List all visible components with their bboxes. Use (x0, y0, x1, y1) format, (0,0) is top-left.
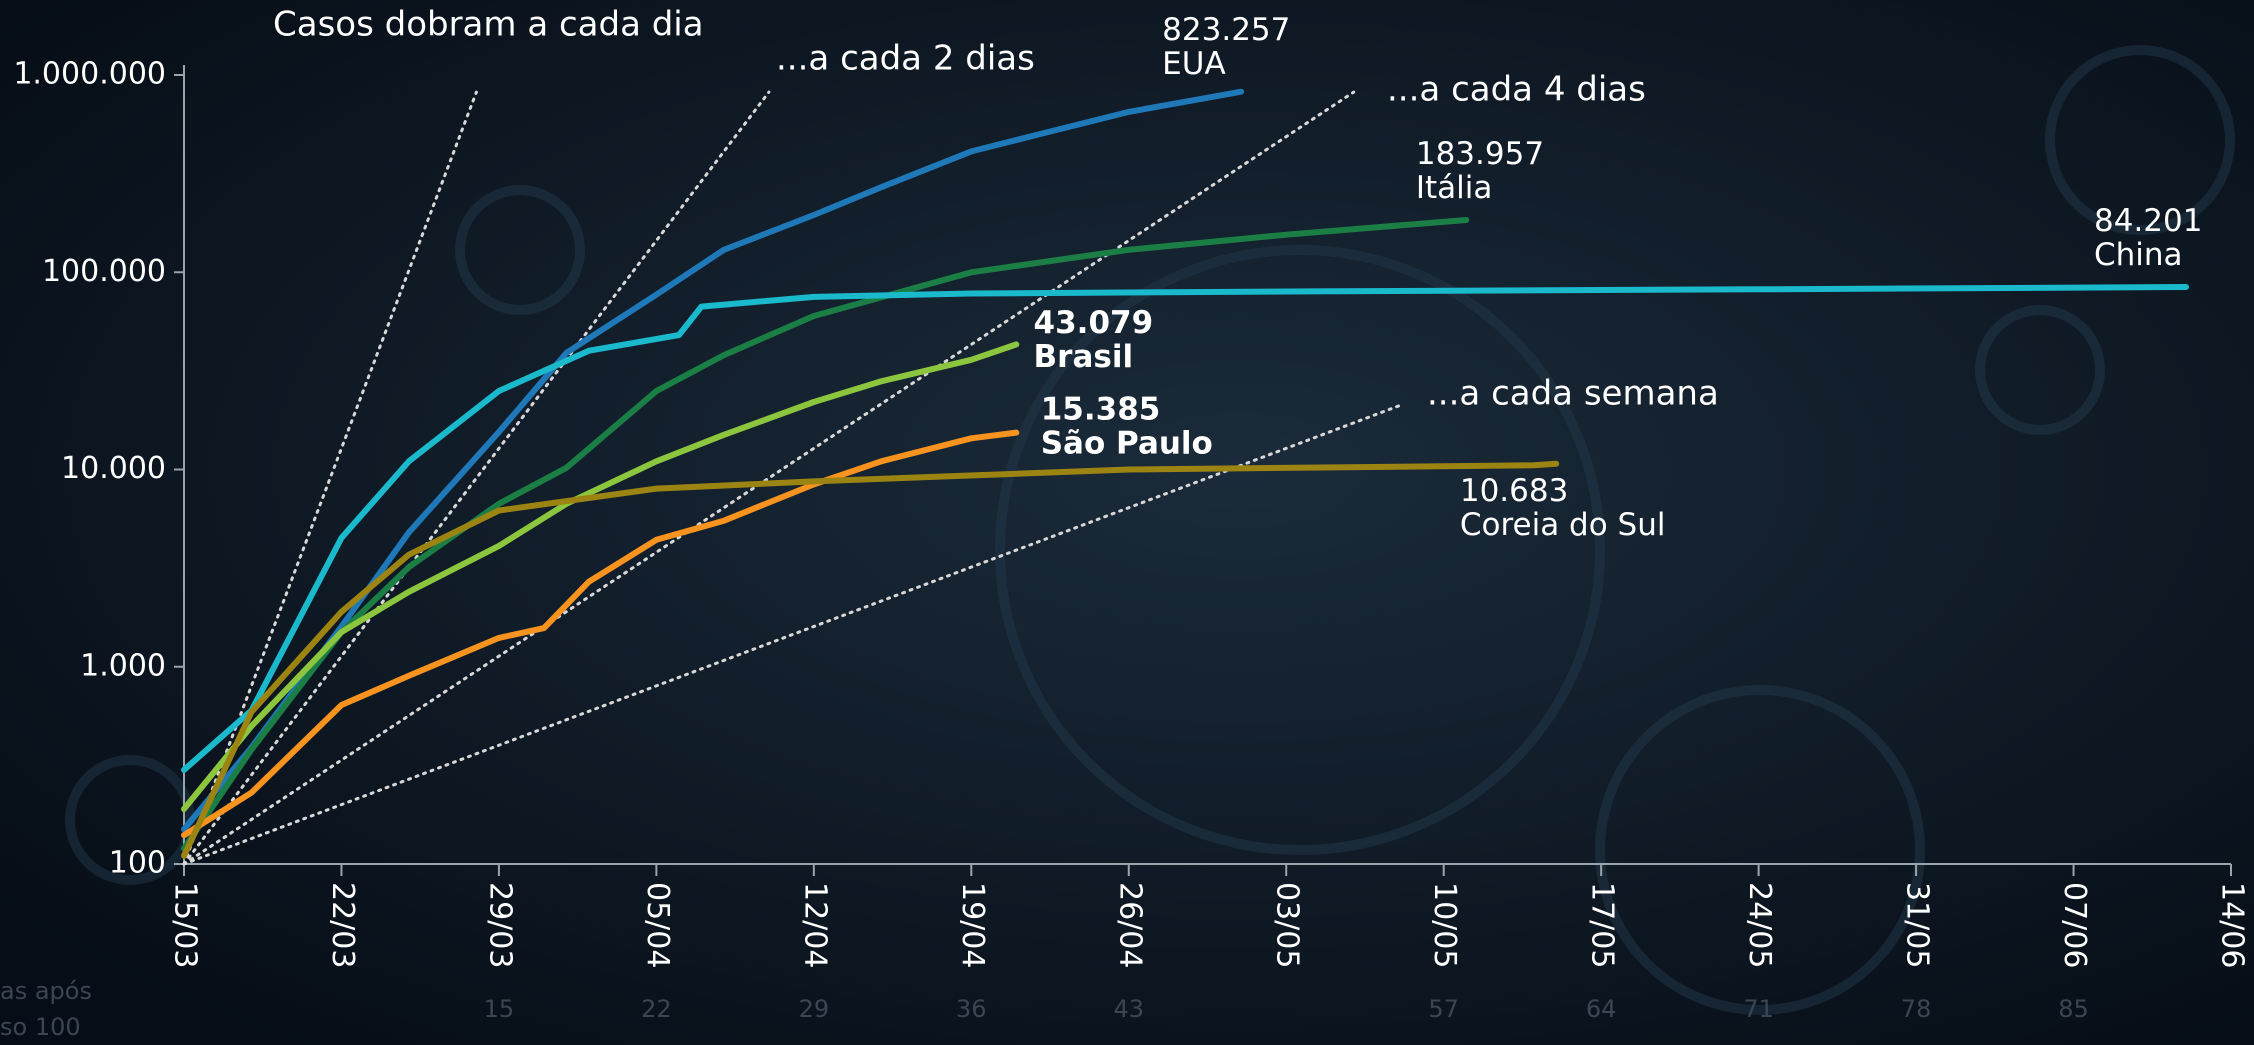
x2-tick-label: 22 (641, 995, 672, 1023)
reference-label: ...a cada 2 dias (776, 39, 1035, 79)
series-line (181, 88, 1245, 833)
x2-tick-label: 78 (1901, 995, 1932, 1023)
x-tick-label: 15/03 (168, 882, 203, 968)
x-tick-label: 10/05 (1427, 882, 1462, 968)
x-tick-label: 29/03 (482, 882, 517, 968)
series-name-label: Itália (1416, 170, 1493, 206)
x2-tick-label: 36 (956, 995, 987, 1023)
x-tick-label: 03/05 (1270, 882, 1305, 968)
x2-axis-label: as após (0, 977, 92, 1005)
x-tick-label: 07/06 (2057, 882, 2092, 968)
reference-line (182, 90, 771, 866)
series-name-label: São Paulo (1041, 426, 1213, 462)
x-tick-label: 12/04 (797, 882, 832, 968)
x-tick-label: 26/04 (1112, 882, 1147, 968)
end-value-label: 183.957 (1416, 136, 1544, 172)
y-tick-label: 10.000 (61, 451, 166, 486)
reference-line (182, 404, 1401, 866)
x2-tick-label: 29 (799, 995, 830, 1023)
x2-tick-label: 85 (2058, 995, 2089, 1023)
series-line (181, 460, 1560, 859)
end-value-label: 43.079 (1034, 305, 1154, 341)
series-name-label: Brasil (1034, 339, 1134, 375)
series-line (181, 284, 2189, 773)
x-tick-label: 19/04 (955, 882, 990, 968)
end-value-label: 10.683 (1460, 473, 1568, 509)
y-tick-label: 100.000 (42, 254, 166, 289)
x-tick-label: 22/03 (325, 882, 360, 968)
x2-axis-label: so 100 (0, 1013, 81, 1041)
end-value-label: 15.385 (1041, 392, 1161, 428)
reference-label: ...a cada 4 dias (1387, 70, 1646, 110)
reference-line (182, 90, 1356, 866)
series-name-label: EUA (1162, 46, 1225, 82)
x2-tick-label: 15 (484, 995, 515, 1023)
series-name-label: Coreia do Sul (1460, 507, 1666, 543)
reference-label: Casos dobram a cada dia (273, 5, 704, 45)
reference-line (182, 90, 478, 866)
x2-tick-label: 57 (1428, 995, 1459, 1023)
x-tick-label: 14/06 (2215, 882, 2250, 968)
y-tick-label: 1.000 (80, 648, 166, 683)
series-name-label: China (2094, 237, 2183, 273)
y-tick-label: 100 (109, 846, 166, 881)
reference-label: ...a cada semana (1427, 374, 1719, 414)
x2-tick-label: 64 (1586, 995, 1617, 1023)
x-tick-label: 31/05 (1900, 882, 1935, 968)
end-value-label: 84.201 (2094, 203, 2202, 239)
x2-tick-label: 43 (1113, 995, 1144, 1023)
x-tick-label: 05/04 (640, 882, 675, 968)
series-line (181, 429, 1020, 839)
end-value-label: 823.257 (1162, 12, 1290, 48)
series-line (181, 341, 1020, 812)
x-tick-label: 17/05 (1585, 882, 1620, 968)
x-tick-label: 24/05 (1742, 882, 1777, 968)
x2-tick-label: 71 (1743, 995, 1774, 1023)
y-tick-label: 1.000.000 (13, 57, 166, 92)
